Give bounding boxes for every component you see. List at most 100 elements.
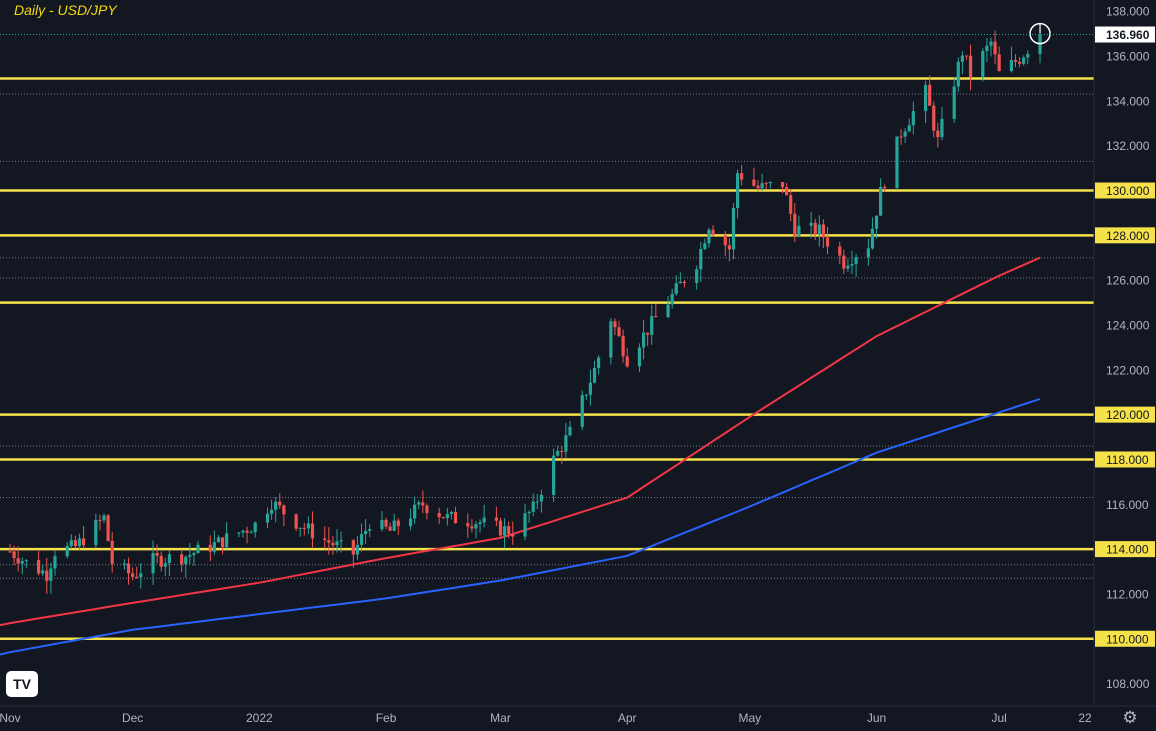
candle-body bbox=[327, 540, 331, 543]
candle bbox=[212, 530, 216, 555]
time-tick-Nov: Nov bbox=[0, 711, 21, 725]
candle bbox=[531, 493, 535, 517]
candle-body bbox=[789, 195, 793, 214]
candle bbox=[265, 507, 270, 529]
candle-body bbox=[323, 538, 327, 541]
candle bbox=[184, 555, 188, 578]
candle-body bbox=[731, 207, 736, 250]
candle bbox=[535, 494, 539, 510]
candle bbox=[682, 280, 687, 288]
candle bbox=[413, 496, 417, 524]
candle bbox=[960, 51, 964, 75]
candle-body bbox=[666, 304, 670, 318]
candle bbox=[274, 497, 278, 523]
candle bbox=[993, 30, 997, 65]
candle bbox=[666, 296, 670, 319]
candle bbox=[384, 517, 388, 530]
price-tick-116.000: 116.000 bbox=[1106, 498, 1149, 512]
candle-body bbox=[188, 554, 192, 557]
candle-body bbox=[135, 576, 139, 578]
candle-body bbox=[37, 560, 41, 574]
candle bbox=[813, 218, 817, 240]
candle bbox=[654, 303, 658, 318]
candle-body bbox=[879, 186, 883, 216]
candle-body bbox=[1018, 61, 1022, 64]
candle bbox=[711, 225, 715, 237]
candle bbox=[196, 541, 200, 554]
candle bbox=[278, 493, 282, 509]
candle-body bbox=[764, 183, 768, 185]
candle bbox=[20, 557, 24, 575]
candle bbox=[596, 355, 601, 375]
time-tick-Mar: Mar bbox=[490, 711, 511, 725]
candle bbox=[793, 203, 797, 242]
candle bbox=[768, 181, 772, 189]
candle bbox=[306, 516, 310, 534]
candle bbox=[609, 317, 613, 365]
candle bbox=[592, 360, 597, 384]
time-tick-2022: 2022 bbox=[246, 711, 273, 725]
tradingview-logo[interactable]: TV bbox=[6, 671, 38, 697]
candle bbox=[511, 521, 515, 545]
candle bbox=[907, 118, 911, 132]
candle bbox=[539, 489, 543, 513]
candle bbox=[735, 169, 740, 219]
candle bbox=[159, 551, 163, 572]
candle bbox=[727, 238, 731, 262]
candle bbox=[241, 529, 245, 538]
candle bbox=[8, 543, 12, 554]
candle bbox=[466, 513, 470, 538]
candle-body bbox=[69, 540, 73, 546]
candle bbox=[380, 511, 384, 532]
candle-body bbox=[940, 118, 944, 138]
candle-body bbox=[854, 257, 858, 265]
candle-body bbox=[674, 283, 678, 294]
candle-body bbox=[556, 451, 560, 456]
highlight-marker bbox=[1029, 22, 1051, 45]
candle-body bbox=[956, 61, 960, 87]
candle bbox=[997, 46, 1001, 72]
candle bbox=[49, 562, 53, 594]
candle-body bbox=[817, 224, 821, 235]
candle bbox=[1013, 54, 1018, 67]
candle bbox=[641, 319, 646, 360]
candle bbox=[441, 516, 445, 519]
candle bbox=[392, 513, 396, 532]
candle bbox=[723, 230, 727, 257]
candle bbox=[870, 217, 875, 250]
candle bbox=[437, 507, 441, 525]
candle bbox=[98, 514, 102, 531]
price-label-bg-114.000 bbox=[1095, 541, 1155, 558]
candle bbox=[940, 106, 944, 141]
price-tick-114.000: 114.000 bbox=[1106, 543, 1149, 557]
candle bbox=[854, 253, 858, 277]
candle-body bbox=[752, 179, 756, 186]
candle bbox=[964, 55, 969, 60]
candle-body bbox=[265, 513, 270, 523]
candle bbox=[151, 540, 155, 585]
candle bbox=[1022, 55, 1026, 66]
candle-body bbox=[408, 518, 413, 527]
gear-icon[interactable]: ⚙ bbox=[1122, 708, 1138, 728]
price-axis[interactable]: 108.000 110.000 112.000 114.000 116.000 118.0… bbox=[0, 5, 1155, 691]
candle-body bbox=[466, 523, 470, 527]
candle-body bbox=[155, 552, 159, 556]
candle-body bbox=[49, 568, 53, 581]
candle-body bbox=[245, 530, 249, 533]
candle bbox=[220, 537, 225, 555]
candle-body bbox=[989, 41, 993, 46]
candle-body bbox=[568, 426, 572, 436]
price-tick-118.000: 118.000 bbox=[1106, 453, 1149, 467]
candle-body bbox=[703, 243, 707, 250]
candle-body bbox=[380, 519, 384, 530]
candle bbox=[122, 559, 127, 570]
candle-body bbox=[981, 51, 985, 77]
candle-body bbox=[507, 526, 511, 534]
candle bbox=[445, 507, 449, 526]
candle bbox=[825, 226, 830, 255]
candle-body bbox=[793, 213, 797, 237]
time-axis[interactable]: Nov Dec 2022 Feb Mar Apr May Jun Jul 22 bbox=[0, 711, 1092, 725]
candle-body bbox=[760, 183, 764, 189]
